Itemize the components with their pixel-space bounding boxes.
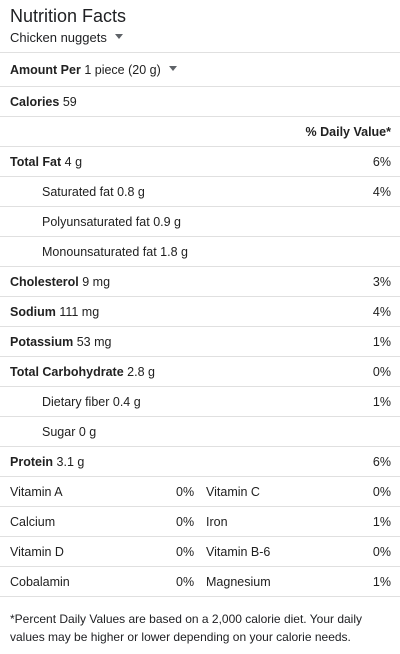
nutrient-row: Polyunsaturated fat 0.9 g <box>0 206 400 236</box>
calories-label: Calories <box>10 94 60 109</box>
vitamin-name: Cobalamin <box>10 574 70 589</box>
nutrient-name: Dietary fiber <box>42 394 110 409</box>
nutrient-amount: 4 g <box>64 154 83 169</box>
vitamin-name: Iron <box>206 514 228 529</box>
nutrient-row: Saturated fat 0.8 g 4% <box>0 176 400 206</box>
vitamin-name: Vitamin A <box>10 484 63 499</box>
nutrient-daily-value: 6% <box>372 154 391 169</box>
nutrient-name: Sodium <box>10 304 56 319</box>
nutrient-row: Protein 3.1 g 6% <box>0 446 400 476</box>
nutrient-name: Total Carbohydrate <box>10 364 124 379</box>
vitamin-row: Vitamin A 0% Vitamin C 0% <box>0 476 400 506</box>
nutrient-daily-value: 3% <box>372 274 391 289</box>
vitamin-daily-value: 0% <box>176 574 195 589</box>
vitamin-name: Vitamin D <box>10 544 64 559</box>
food-selector-dropdown[interactable]: Chicken nuggets <box>10 30 123 45</box>
vitamin-daily-value: 1% <box>372 514 391 529</box>
nutrient-daily-value: 4% <box>372 304 391 319</box>
nutrient-row: Monounsaturated fat 1.8 g <box>0 236 400 266</box>
page-title: Nutrition Facts <box>10 6 127 26</box>
nutrient-row: Total Carbohydrate 2.8 g 0% <box>0 356 400 386</box>
daily-value-header-row: % Daily Value* <box>0 116 400 146</box>
calories-row: Calories 59 <box>0 86 400 116</box>
nutrient-name: Saturated fat <box>42 184 114 199</box>
vitamin-daily-value: 0% <box>176 514 195 529</box>
nutrient-amount: 111 mg <box>59 304 100 319</box>
vitamin-daily-value: 1% <box>372 574 391 589</box>
nutrient-daily-value: 1% <box>372 394 391 409</box>
serving-label: Amount Per <box>10 62 81 77</box>
daily-value-footnote: *Percent Daily Values are based on a 2,0… <box>0 596 400 646</box>
nutrient-daily-value: 4% <box>372 184 391 199</box>
nutrient-name: Total Fat <box>10 154 62 169</box>
vitamin-daily-value: 0% <box>372 544 391 559</box>
nutrient-row: Total Fat 4 g 6% <box>0 146 400 176</box>
nutrient-daily-value: 6% <box>372 454 391 469</box>
nutrient-amount: 1.8 g <box>160 244 188 259</box>
nutrient-name: Monounsaturated fat <box>42 244 157 259</box>
caret-down-icon <box>168 66 177 71</box>
nutrient-amount: 0.4 g <box>112 394 141 409</box>
vitamin-row: Vitamin D 0% Vitamin B-6 0% <box>0 536 400 566</box>
nutrient-name: Sugar <box>42 424 76 439</box>
nutrient-row: Sodium 111 mg 4% <box>0 296 400 326</box>
calories-value: 59 <box>62 94 77 109</box>
vitamin-row: Calcium 0% Iron 1% <box>0 506 400 536</box>
vitamin-daily-value: 0% <box>176 484 195 499</box>
vitamin-name: Magnesium <box>206 574 271 589</box>
serving-row: Amount Per 1 piece (20 g) <box>0 52 400 86</box>
nutrient-row: Cholesterol 9 mg 3% <box>0 266 400 296</box>
nutrition-header: Nutrition Facts Chicken nuggets <box>0 0 400 52</box>
nutrient-daily-value: 1% <box>372 334 391 349</box>
daily-value-header: % Daily Value* <box>305 124 391 139</box>
serving-selector[interactable]: Amount Per 1 piece (20 g) <box>10 63 177 77</box>
vitamin-name: Vitamin B-6 <box>206 544 271 559</box>
nutrient-amount: 3.1 g <box>56 454 85 469</box>
nutrient-row: Potassium 53 mg 1% <box>0 326 400 356</box>
nutrient-row: Sugar 0 g <box>0 416 400 446</box>
vitamin-daily-value: 0% <box>176 544 195 559</box>
vitamin-row: Cobalamin 0% Magnesium 1% <box>0 566 400 596</box>
vitamin-name: Calcium <box>10 514 56 529</box>
food-name: Chicken nuggets <box>10 30 107 45</box>
caret-down-icon <box>114 34 123 39</box>
nutrient-amount: 0.8 g <box>117 184 145 199</box>
nutrient-name: Potassium <box>10 334 74 349</box>
nutrient-amount: 53 mg <box>76 334 112 349</box>
vitamin-daily-value: 0% <box>372 484 391 499</box>
nutrient-name: Cholesterol <box>10 274 79 289</box>
nutrient-daily-value: 0% <box>372 364 391 379</box>
vitamin-name: Vitamin C <box>206 484 260 499</box>
nutrient-amount: 9 mg <box>82 274 111 289</box>
nutrient-amount: 2.8 g <box>127 364 155 379</box>
nutrient-amount: 0 g <box>78 424 97 439</box>
nutrient-name: Protein <box>10 454 54 469</box>
serving-value: 1 piece (20 g) <box>84 62 161 77</box>
nutrient-amount: 0.9 g <box>153 214 182 229</box>
nutrient-row: Dietary fiber 0.4 g 1% <box>0 386 400 416</box>
nutrient-name: Polyunsaturated fat <box>42 214 150 229</box>
